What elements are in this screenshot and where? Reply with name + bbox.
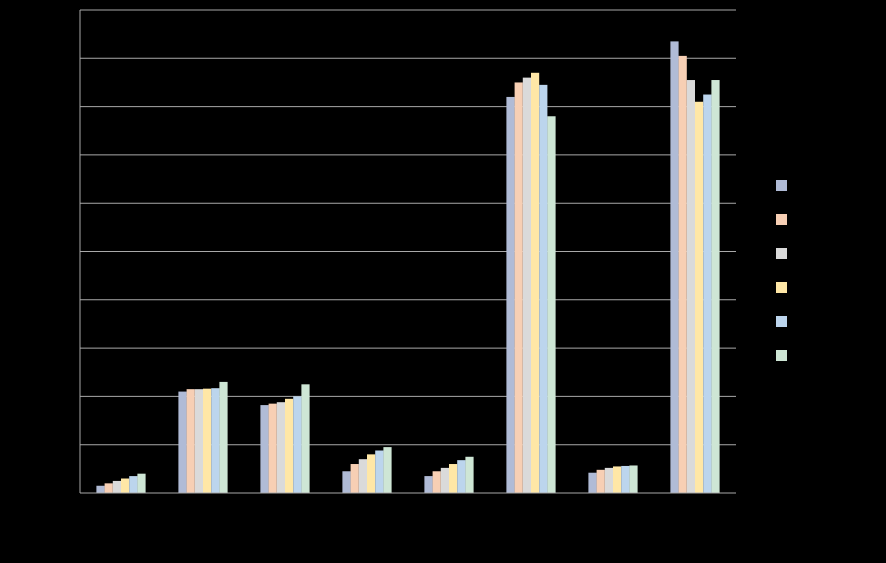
- bar: [441, 468, 449, 493]
- bar: [613, 466, 621, 493]
- bar: [523, 78, 531, 493]
- bar: [679, 56, 687, 493]
- bar: [457, 460, 465, 493]
- legend-swatch: [776, 282, 787, 293]
- bar: [301, 384, 309, 493]
- bar: [219, 382, 227, 493]
- legend-swatch: [776, 214, 787, 225]
- bar: [293, 396, 301, 493]
- bar: [367, 454, 375, 493]
- bar: [588, 473, 596, 493]
- bar: [465, 457, 473, 493]
- bar: [433, 471, 441, 493]
- legend-swatch: [776, 248, 787, 259]
- bar: [629, 465, 637, 493]
- bar: [359, 459, 367, 493]
- bar: [515, 82, 523, 493]
- bar: [449, 464, 457, 493]
- bar: [285, 399, 293, 493]
- chart-canvas: [0, 0, 886, 563]
- bar: [277, 402, 285, 493]
- bar: [506, 97, 514, 493]
- bar: [211, 388, 219, 493]
- bar-chart: [0, 0, 886, 563]
- legend-swatch: [776, 180, 787, 191]
- bar: [670, 41, 678, 493]
- bar: [539, 85, 547, 493]
- bar: [621, 466, 629, 493]
- bar: [260, 405, 268, 493]
- bar: [687, 80, 695, 493]
- legend-swatch: [776, 350, 787, 361]
- bar: [105, 483, 113, 493]
- bar: [383, 447, 391, 493]
- bar: [195, 389, 203, 493]
- bar: [342, 471, 350, 493]
- bar: [605, 468, 613, 493]
- bar: [269, 404, 277, 493]
- bar: [178, 392, 186, 493]
- bar: [375, 450, 383, 493]
- bar: [695, 102, 703, 493]
- bar: [187, 389, 195, 493]
- bar: [351, 464, 359, 493]
- legend-swatch: [776, 316, 787, 327]
- bar: [96, 486, 104, 493]
- bar: [137, 474, 145, 493]
- bar: [129, 476, 137, 493]
- bar: [711, 80, 719, 493]
- bar: [703, 95, 711, 493]
- bar: [424, 476, 432, 493]
- bar: [203, 389, 211, 493]
- bar: [531, 73, 539, 493]
- bar: [547, 116, 555, 493]
- bar: [121, 479, 129, 493]
- bar: [597, 470, 605, 493]
- bar: [113, 481, 121, 493]
